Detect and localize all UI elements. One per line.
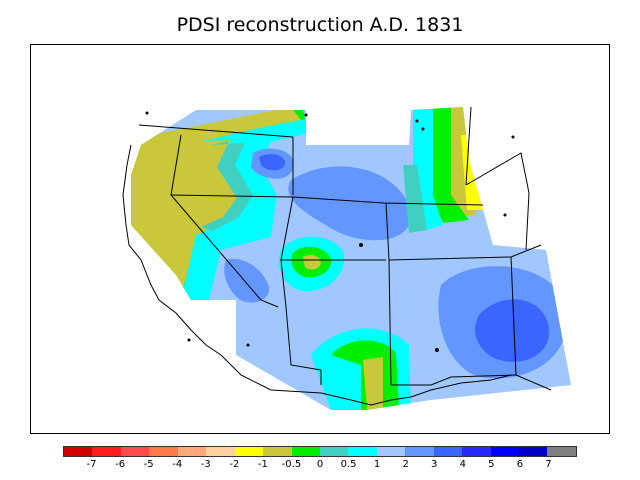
state-boundaries — [138, 106, 552, 391]
colorbar-swatch — [519, 447, 548, 456]
colorbar-tick-label: 6 — [516, 459, 524, 470]
colorbar-tick-label: 4 — [459, 459, 466, 470]
colorbar-swatch — [234, 447, 264, 456]
colorbar-tick-label: 2 — [402, 459, 409, 470]
colorbar-swatch — [547, 447, 576, 456]
map-frame — [30, 44, 610, 434]
colorbar-swatch — [92, 447, 121, 456]
colorbar-labels: -7 -6 -5 -4 -3 -2 -1 -0.5 0 0.5 1 2 3 4 5 6 7 — [0, 459, 640, 473]
colorbar-swatch — [433, 447, 463, 456]
map-title: PDSI reconstruction A.D. 1831 — [176, 14, 464, 36]
coastline — [122, 144, 322, 394]
colorbar-swatch — [348, 447, 377, 456]
colorbar-tick-label: -6 — [115, 459, 126, 470]
pdsi-colorbar — [63, 446, 577, 457]
colorbar-tick-label: -0.5 — [281, 459, 302, 470]
contour-ne-green — [431, 107, 469, 223]
colorbar-swatch — [291, 447, 320, 456]
colorbar-swatch — [206, 447, 235, 456]
colorbar-tick-label: -3 — [200, 459, 211, 470]
colorbar-swatch — [120, 447, 150, 456]
colorbar-tick-label: 5 — [488, 459, 495, 470]
colorbar-swatch — [263, 447, 292, 456]
colorbar-tick-label: -4 — [172, 459, 183, 470]
contour-nw-cyan — [181, 119, 309, 300]
lakes — [145, 111, 515, 352]
colorbar-swatch — [319, 447, 349, 456]
contour-nw-gold — [131, 107, 306, 300]
colorbar-tick-label: -5 — [143, 459, 154, 470]
colorbar-tick-label: 7 — [545, 459, 552, 470]
colorbar-swatch — [64, 447, 93, 456]
colorbar-swatch — [462, 447, 491, 456]
contour-nw-wetter — [259, 154, 286, 171]
colorbar-swatch — [149, 447, 178, 456]
colorbar-tick-label: 0 — [316, 459, 324, 470]
colorbar-tick-label: -2 — [229, 459, 240, 470]
contour-north-wet — [288, 166, 412, 241]
contour-south-gold — [363, 357, 383, 410]
contour-ne-turquoise — [403, 165, 427, 233]
baja-coast — [320, 374, 512, 406]
contour-se-wetter — [475, 299, 550, 362]
colorbar-tick-label: 3 — [431, 459, 438, 470]
colorbar-swatch — [376, 447, 406, 456]
colorbar-swatch — [490, 447, 519, 456]
pdsi-map — [122, 106, 571, 410]
contour-central-gold — [303, 255, 321, 270]
colorbar-swatch — [177, 447, 207, 456]
contour-nw-turquoise — [201, 141, 253, 231]
colorbar-tick-label: -1 — [257, 459, 268, 470]
colorbar-tick-label: -7 — [86, 459, 97, 470]
colorbar-tick-label: 0.5 — [340, 459, 357, 470]
colorbar-tick-label: 1 — [373, 459, 381, 470]
colorbar-swatch — [405, 447, 434, 456]
